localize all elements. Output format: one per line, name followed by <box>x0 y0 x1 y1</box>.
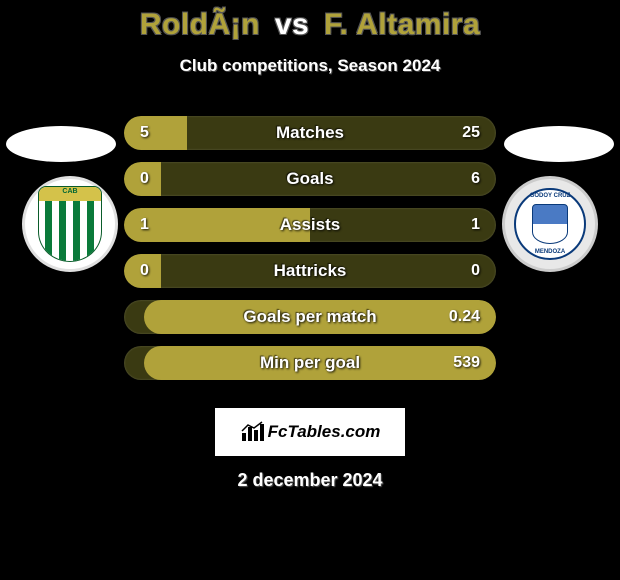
stat-label: Goals per match <box>124 300 496 334</box>
fctables-logo: FcTables.com <box>215 408 405 456</box>
stat-row: 00Hattricks <box>124 254 496 288</box>
stat-label: Hattricks <box>124 254 496 288</box>
title-player2: F. Altamira <box>324 8 480 41</box>
date-label: 2 december 2024 <box>0 470 620 491</box>
chart-bars-icon <box>240 421 266 443</box>
stats-stage: CAB GODOY CRUZ MENDOZA 525Matches 06Goals… <box>0 116 620 396</box>
stats-list: 525Matches 06Goals 11Assists 00Hattricks 0.2… <box>124 116 496 392</box>
title-vs: vs <box>275 8 309 41</box>
godoy-cruz-shield-icon: GODOY CRUZ MENDOZA <box>514 188 586 260</box>
player-left-avatar-placeholder <box>6 126 116 162</box>
club-badge-right: GODOY CRUZ MENDOZA <box>502 176 598 272</box>
stat-label: Assists <box>124 208 496 242</box>
badge-left-text: CAB <box>39 188 101 195</box>
club-badge-left: CAB <box>22 176 118 272</box>
title-player1: RoldÃ¡n <box>140 8 260 41</box>
badge-right-text-top: GODOY CRUZ <box>516 193 584 199</box>
stat-row: 539Min per goal <box>124 346 496 380</box>
logo-text: FcTables.com <box>268 422 381 442</box>
page-title: RoldÃ¡n vs F. Altamira <box>0 8 620 42</box>
comparison-card: RoldÃ¡n vs F. Altamira Club competitions… <box>0 0 620 491</box>
stat-row: 0.24Goals per match <box>124 300 496 334</box>
banfield-shield-icon: CAB <box>38 186 102 262</box>
player-right-avatar-placeholder <box>504 126 614 162</box>
stat-row: 11Assists <box>124 208 496 242</box>
stat-label: Goals <box>124 162 496 196</box>
stat-label: Matches <box>124 116 496 150</box>
badge-right-text-bottom: MENDOZA <box>516 249 584 255</box>
stat-label: Min per goal <box>124 346 496 380</box>
subtitle: Club competitions, Season 2024 <box>0 56 620 76</box>
stat-row: 525Matches <box>124 116 496 150</box>
stat-row: 06Goals <box>124 162 496 196</box>
